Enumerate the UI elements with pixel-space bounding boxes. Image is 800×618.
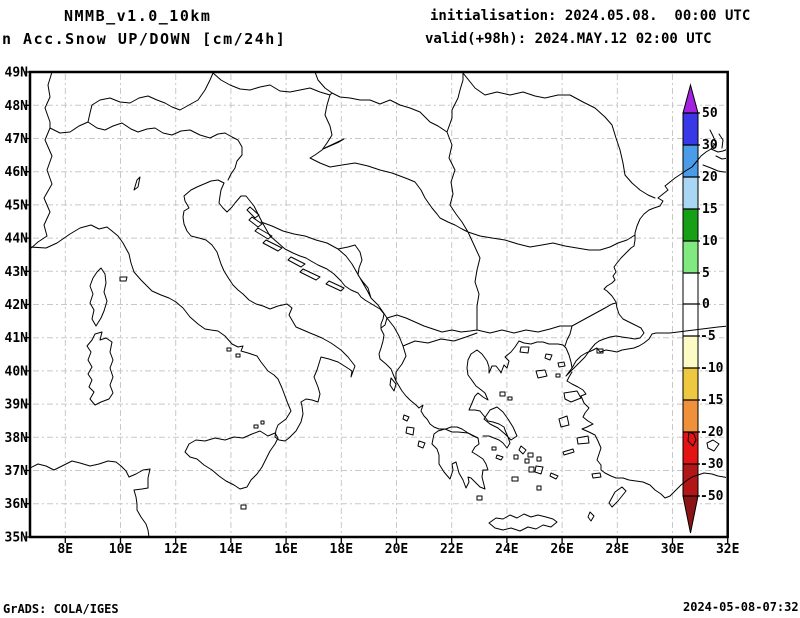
colorbar-segment — [683, 432, 698, 464]
colorbar-label: -50 — [700, 489, 724, 504]
coast-sardinia — [86, 331, 114, 406]
lat-label: 45N — [5, 198, 29, 213]
valid-time-line: valid(+98h): 2024.MAY.12 02:00 UTC — [425, 31, 712, 47]
lon-label: 8E — [57, 542, 73, 557]
lat-label: 38N — [5, 431, 29, 446]
colorbar-label: 0 — [702, 297, 710, 312]
model-title: NMMB_v1.0_10km — [64, 7, 212, 25]
coast-crete — [488, 513, 558, 532]
lakes — [133, 138, 720, 452]
map-frame — [24, 70, 729, 543]
coast-aegean-blacksea — [466, 129, 717, 449]
colorbar-label: 20 — [702, 170, 718, 185]
colorbar-segment — [683, 209, 698, 241]
lat-label: 42N — [5, 298, 29, 313]
lon-label: 22E — [440, 542, 463, 557]
islands-adriatic — [246, 206, 345, 292]
colorbar-segment — [683, 113, 698, 145]
colorbar-segment — [683, 177, 698, 209]
coast-peloponnese — [431, 428, 489, 490]
lat-label: 35N — [5, 531, 29, 546]
lon-label: 24E — [495, 542, 518, 557]
colorbar: 50 30 20 15 10 5 0 -5 -10 -15 -20 -30 -5… — [682, 83, 724, 534]
lat-label: 48N — [5, 99, 29, 114]
colorbar-segment — [683, 273, 698, 304]
lon-label: 20E — [385, 542, 408, 557]
creation-timestamp: 2024-05-08-07:32 — [683, 600, 799, 614]
field-title: n Acc.Snow UP/DOWN [cm/24h] — [2, 30, 287, 48]
country-borders — [31, 73, 656, 382]
coast-italy — [31, 179, 356, 442]
grid-horizontal — [33, 104, 724, 505]
lat-label: 37N — [5, 464, 29, 479]
coast-dnieper-estuaries — [702, 133, 726, 173]
lat-label: 46N — [5, 165, 29, 180]
colorbar-segment — [683, 145, 698, 177]
lat-label: 43N — [5, 265, 29, 280]
colorbar-segment — [683, 336, 698, 368]
colorbar-segment — [683, 304, 698, 336]
colorbar-label: -20 — [700, 425, 724, 440]
lat-label: 41N — [5, 331, 29, 346]
colorbar-label: 15 — [702, 202, 718, 217]
colorbar-ticks — [683, 112, 700, 497]
lon-label: 18E — [330, 542, 353, 557]
lon-label: 32E — [716, 542, 739, 557]
islands-ionian — [389, 377, 483, 501]
lon-axis-labels: 8E 10E 12E 14E 16E 18E 20E 22E 24E 26E 2… — [57, 542, 739, 557]
lon-label: 30E — [661, 542, 684, 557]
colorbar-labels: 50 30 20 15 10 5 0 -5 -10 -15 -20 -30 -5… — [700, 106, 724, 504]
coastlines — [31, 73, 726, 536]
colorbar-segment — [683, 400, 698, 432]
colorbar-segment — [683, 464, 698, 496]
lat-label: 39N — [5, 398, 29, 413]
coast-corsica — [89, 267, 108, 327]
lon-label: 12E — [164, 542, 187, 557]
lat-label: 36N — [5, 497, 29, 512]
colorbar-label: -30 — [700, 457, 724, 472]
lon-label: 26E — [550, 542, 573, 557]
colorbar-segment — [683, 368, 698, 400]
lon-label: 28E — [606, 542, 629, 557]
colorbar-segment — [683, 241, 698, 273]
islands-tyrrhenian — [119, 276, 265, 429]
lon-label: 10E — [109, 542, 132, 557]
lat-label: 40N — [5, 364, 29, 379]
lat-axis-labels: 49N 48N 47N 46N 45N 44N 43N 42N 41N 40N … — [5, 66, 29, 546]
colorbar-label: -15 — [700, 393, 723, 408]
lon-label: 16E — [274, 542, 297, 557]
coast-turkey-north — [648, 325, 726, 340]
lon-ticks — [64, 537, 729, 543]
coast-sicily — [184, 430, 279, 490]
colorbar-label: -10 — [700, 361, 724, 376]
generator-credit: GrADS: COLA/IGES — [3, 602, 119, 616]
colorbar-label: 10 — [702, 234, 718, 249]
lat-label: 49N — [5, 66, 29, 81]
colorbar-label: 5 — [702, 266, 710, 281]
grid-lines — [33, 74, 724, 535]
colorbar-label: 50 — [702, 106, 718, 121]
lat-ticks — [24, 71, 30, 538]
lat-label: 44N — [5, 232, 29, 247]
lon-label: 14E — [219, 542, 242, 557]
coast-north-africa — [31, 460, 151, 536]
colorbar-arrow-up — [682, 83, 699, 114]
lat-label: 47N — [5, 132, 29, 147]
coast-malta — [240, 504, 247, 510]
coast-adriatic-balkan — [218, 182, 479, 439]
colorbar-label: 30 — [702, 138, 718, 153]
colorbar-label: -5 — [700, 329, 716, 344]
islands-aegean — [483, 346, 627, 522]
colorbar-arrow-down — [682, 495, 699, 534]
initialisation-line: initialisation: 2024.05.08. 00:00 UTC — [430, 8, 751, 24]
coast-turkey-west — [566, 338, 726, 499]
